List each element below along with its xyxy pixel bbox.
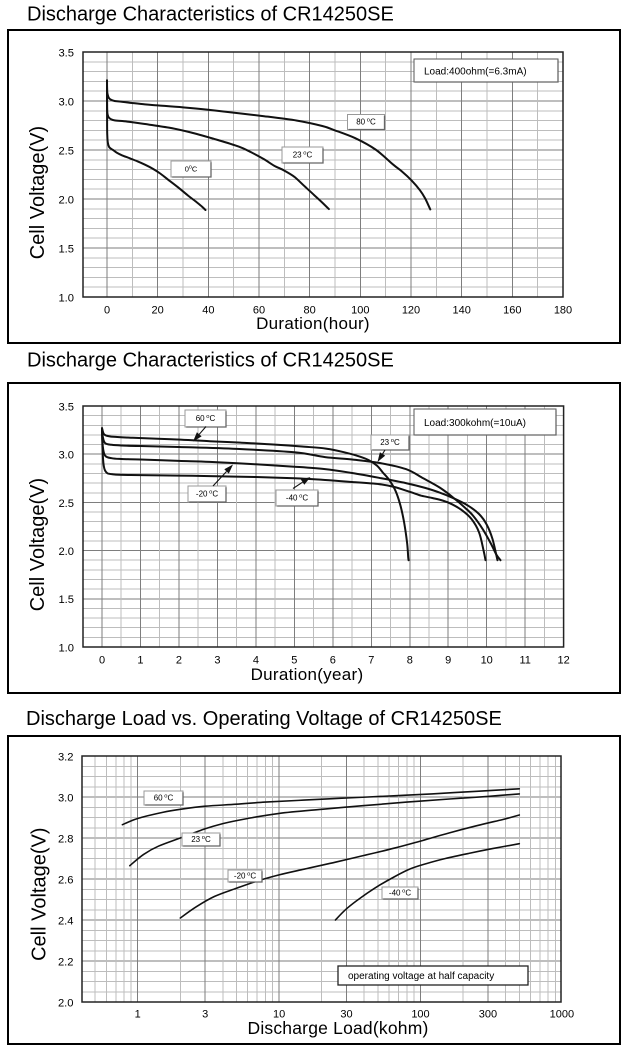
svg-text:0oC: 0oC: [185, 165, 198, 174]
svg-text:300: 300: [479, 1009, 497, 1021]
svg-text:-40 oC: -40 oC: [389, 889, 411, 898]
svg-text:5: 5: [291, 655, 297, 667]
svg-text:1: 1: [137, 655, 143, 667]
svg-text:4: 4: [253, 655, 259, 667]
svg-text:-40 oC: -40 oC: [286, 494, 308, 503]
svg-text:2.0: 2.0: [58, 194, 74, 206]
svg-text:10: 10: [481, 655, 493, 667]
svg-text:10: 10: [273, 1009, 285, 1021]
svg-text:Duration(year): Duration(year): [251, 665, 364, 684]
svg-text:1.5: 1.5: [58, 243, 74, 255]
svg-text:Cell Voltage(V): Cell Voltage(V): [27, 126, 49, 259]
svg-text:140: 140: [452, 305, 470, 317]
svg-text:12: 12: [558, 655, 570, 667]
svg-text:40: 40: [202, 305, 214, 317]
svg-text:120: 120: [402, 305, 420, 317]
svg-text:80 oC: 80 oC: [356, 118, 376, 127]
svg-text:20: 20: [152, 305, 164, 317]
svg-text:3.2: 3.2: [58, 751, 74, 763]
svg-text:0: 0: [104, 305, 110, 317]
svg-text:23 oC: 23 oC: [293, 151, 313, 160]
svg-text:2.5: 2.5: [58, 498, 74, 510]
svg-text:100: 100: [351, 305, 369, 317]
svg-text:3.5: 3.5: [58, 47, 74, 59]
svg-text:80: 80: [304, 305, 316, 317]
svg-text:-20 oC: -20 oC: [234, 872, 256, 881]
svg-text:operating voltage at half capa: operating voltage at half capacity: [348, 971, 494, 982]
svg-text:3.0: 3.0: [58, 792, 74, 804]
svg-text:60: 60: [253, 305, 265, 317]
svg-text:0: 0: [99, 655, 105, 667]
svg-text:2.6: 2.6: [58, 874, 74, 886]
svg-text:2.2: 2.2: [58, 956, 74, 968]
svg-text:1: 1: [135, 1009, 141, 1021]
svg-text:23 oC: 23 oC: [191, 835, 211, 844]
svg-text:1.0: 1.0: [58, 642, 74, 654]
svg-text:-20 oC: -20 oC: [196, 490, 218, 499]
svg-text:7: 7: [368, 655, 374, 667]
svg-text:8: 8: [407, 655, 413, 667]
svg-text:Discharge Load vs. Operating V: Discharge Load vs. Operating Voltage of …: [26, 708, 502, 730]
svg-text:11: 11: [519, 655, 530, 667]
svg-text:3: 3: [202, 1009, 208, 1021]
svg-text:Load:300kohm(=10uA): Load:300kohm(=10uA): [424, 418, 526, 429]
svg-text:3.0: 3.0: [58, 96, 74, 108]
svg-text:Discharge Characteristics of C: Discharge Characteristics of CR14250SE: [27, 4, 394, 26]
svg-text:Discharge Load(kohm): Discharge Load(kohm): [247, 1018, 428, 1038]
svg-text:2.0: 2.0: [58, 997, 74, 1009]
svg-text:2: 2: [176, 655, 182, 667]
svg-text:2.0: 2.0: [58, 546, 74, 558]
svg-text:1.0: 1.0: [58, 292, 74, 304]
svg-text:1.5: 1.5: [58, 594, 74, 606]
svg-text:1000: 1000: [550, 1009, 574, 1021]
svg-text:160: 160: [503, 305, 521, 317]
svg-text:3.5: 3.5: [58, 401, 74, 413]
svg-text:9: 9: [445, 655, 451, 667]
svg-text:Load:400ohm(=6.3mA): Load:400ohm(=6.3mA): [424, 67, 527, 78]
svg-text:100: 100: [411, 1009, 429, 1021]
svg-text:180: 180: [554, 305, 572, 317]
svg-text:30: 30: [340, 1009, 352, 1021]
svg-text:6: 6: [330, 655, 336, 667]
svg-text:23 oC: 23 oC: [380, 438, 400, 447]
svg-text:3: 3: [214, 655, 220, 667]
svg-text:Duration(hour): Duration(hour): [256, 314, 370, 333]
svg-text:60 oC: 60 oC: [154, 794, 174, 803]
svg-text:3.0: 3.0: [58, 450, 74, 462]
svg-text:60 oC: 60 oC: [196, 414, 216, 423]
svg-text:2.4: 2.4: [58, 915, 74, 927]
svg-text:2.8: 2.8: [58, 833, 74, 845]
svg-text:2.5: 2.5: [58, 145, 74, 157]
svg-text:Discharge Characteristics of C: Discharge Characteristics of CR14250SE: [27, 350, 394, 372]
svg-text:Cell Voltage(V): Cell Voltage(V): [27, 478, 49, 611]
svg-text:Cell Voltage(V): Cell Voltage(V): [29, 827, 51, 960]
